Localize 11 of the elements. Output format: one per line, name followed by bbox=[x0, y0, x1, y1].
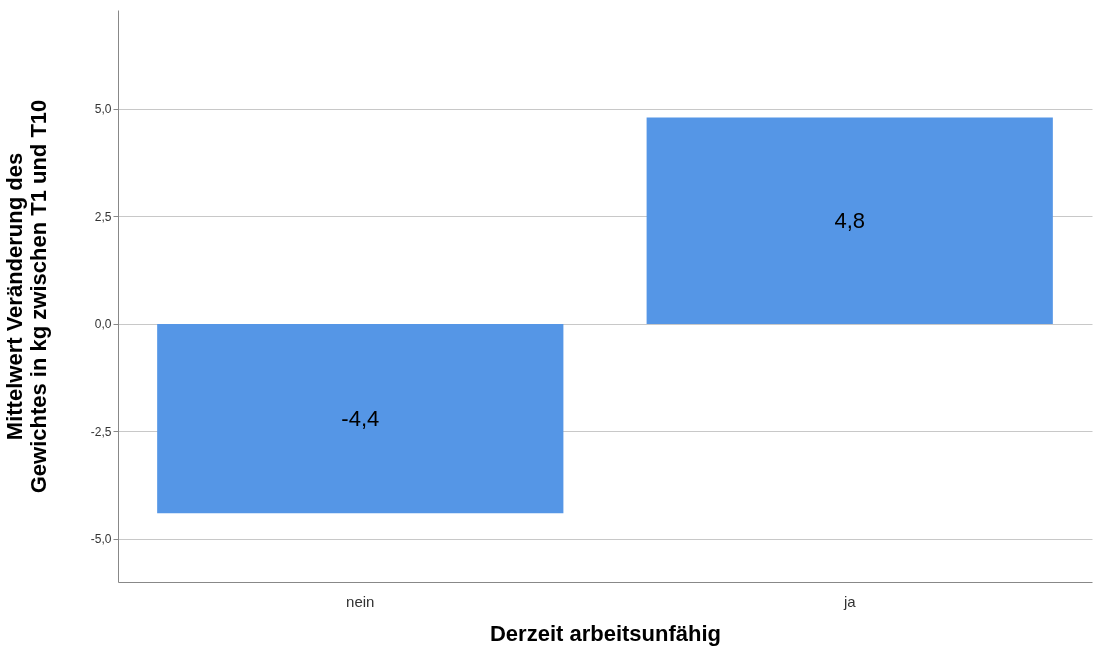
x-axis-title: Derzeit arbeitsunfähig bbox=[489, 620, 722, 646]
y-axis-title: Mittelwert Veränderung des Gewichtes in kg zwischen T1 und T10 bbox=[1, 99, 51, 494]
x-tick-label: nein bbox=[346, 592, 375, 610]
y-tick-label: 0,0 bbox=[94, 317, 112, 332]
y-tick-label: 2,5 bbox=[94, 209, 112, 224]
y-tick-label: -2,5 bbox=[90, 424, 112, 439]
y-tick-label: 5,0 bbox=[94, 102, 112, 117]
x-tick-label: ja bbox=[842, 592, 857, 610]
data-label: 4,8 bbox=[834, 207, 866, 233]
data-label: -4,4 bbox=[341, 405, 380, 431]
y-tick-label: -5,0 bbox=[90, 532, 112, 547]
